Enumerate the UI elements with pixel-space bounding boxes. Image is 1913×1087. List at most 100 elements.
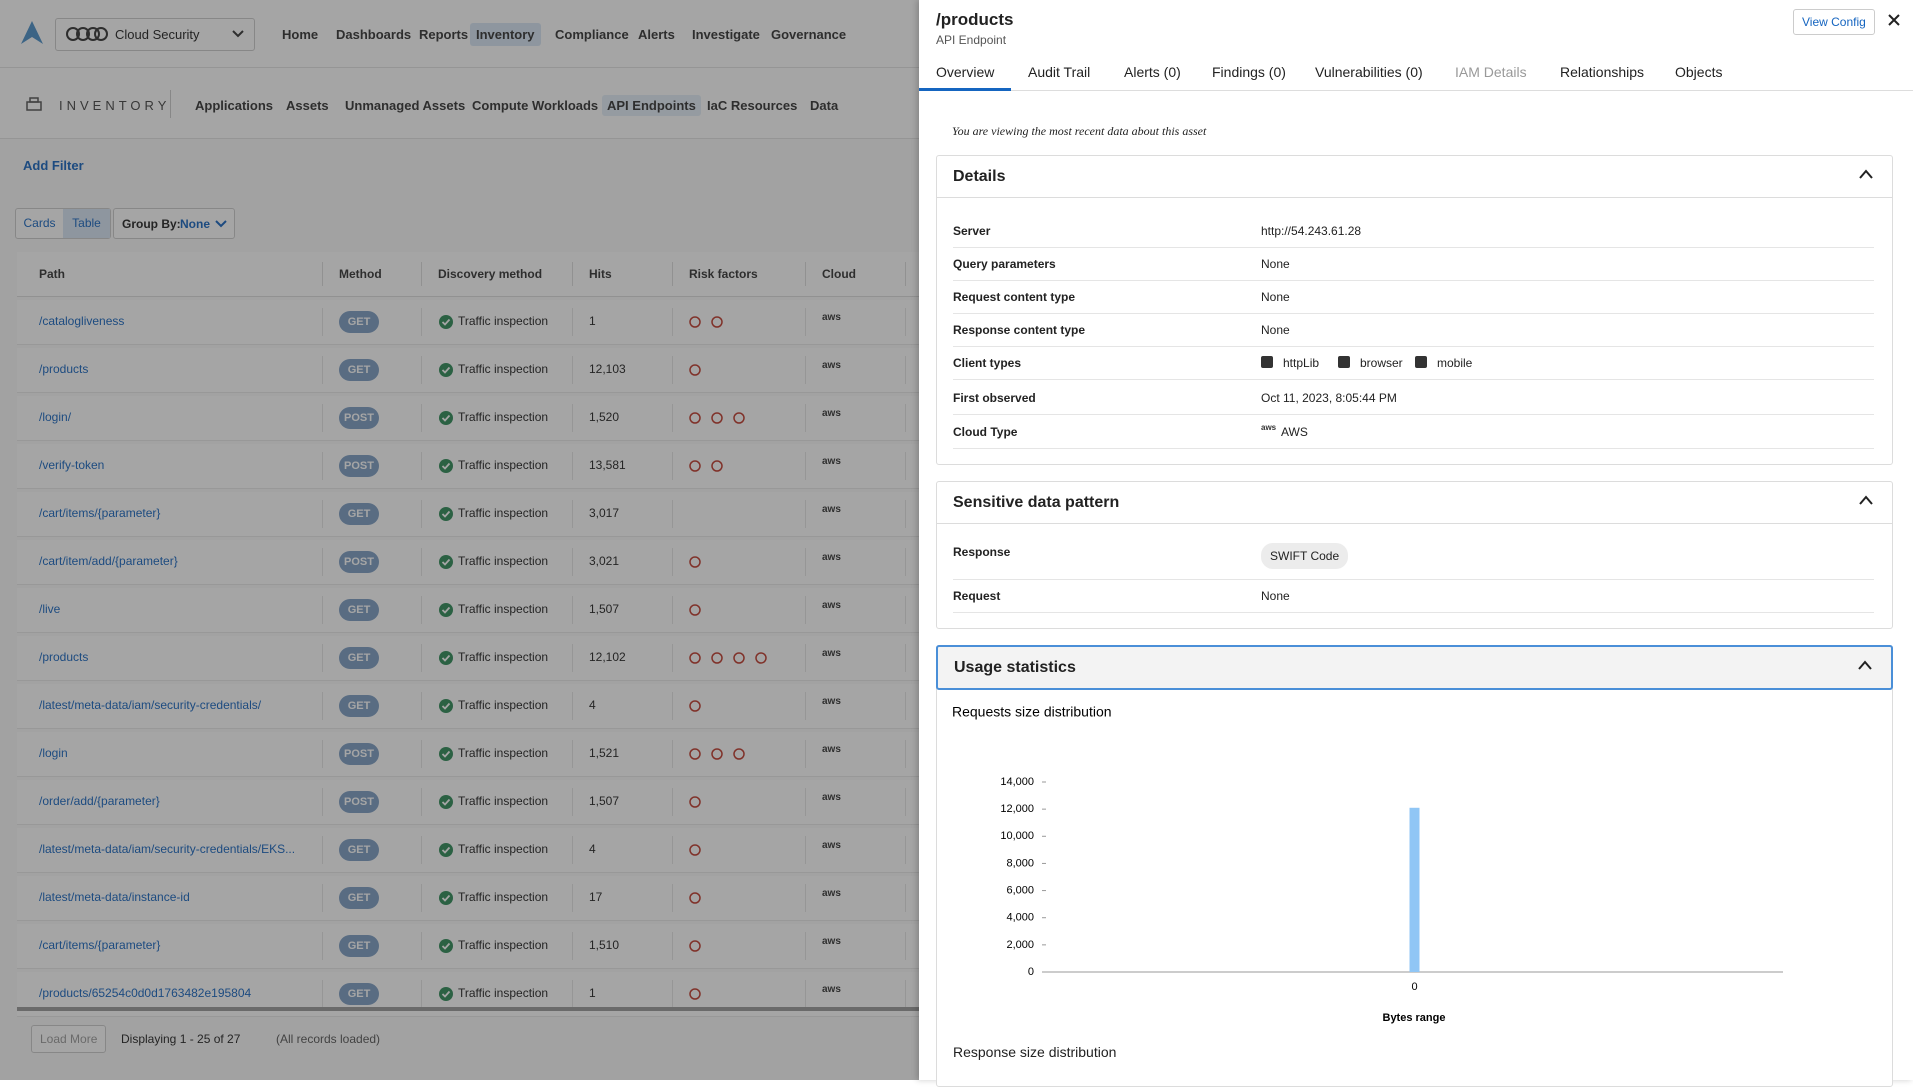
path-link[interactable]: /products/65254c0d0d1763482e195804 xyxy=(39,986,252,1000)
panel-tab[interactable]: Objects xyxy=(1675,64,1723,80)
method-pill: GET xyxy=(339,311,379,333)
path-link[interactable]: /cart/items/{parameter} xyxy=(39,506,161,520)
path-link[interactable]: /cart/items/{parameter} xyxy=(39,938,161,952)
cell-separator xyxy=(572,644,573,672)
table-row[interactable]: /catalogliveness GET Traffic inspection 1 aw… xyxy=(17,300,919,345)
column-header[interactable]: Hits xyxy=(589,267,612,281)
check-mark xyxy=(441,366,451,374)
table-row[interactable]: /latest/meta-data/instance-id GET Traffic … xyxy=(17,876,919,921)
cloud: aws xyxy=(822,696,841,707)
risk-shape xyxy=(755,652,767,664)
nav-item[interactable]: Reports xyxy=(419,27,469,42)
table-row[interactable]: /latest/meta-data/iam/security-credentia… xyxy=(17,828,919,873)
column-header[interactable]: Discovery method xyxy=(438,267,543,281)
nav-item[interactable]: Home xyxy=(282,27,319,42)
tenant-select[interactable]: Cloud Security xyxy=(55,18,255,51)
column-header[interactable]: Method xyxy=(339,267,382,281)
cell-separator xyxy=(421,740,422,768)
sub-tab[interactable]: Unmanaged Assets xyxy=(345,98,466,113)
path-link[interactable]: /login/ xyxy=(39,410,72,424)
sub-tab[interactable]: Compute Workloads xyxy=(472,98,599,113)
table-row[interactable]: /login/POST Traffic inspection 1,520 aws xyxy=(17,396,919,441)
risk-icon xyxy=(689,316,701,328)
table-row[interactable]: /products GET Traffic inspection 12,102 aws xyxy=(17,636,919,681)
client-icon xyxy=(1415,356,1427,368)
section-header[interactable]: Details xyxy=(937,156,1892,198)
nav-item[interactable]: Dashboards xyxy=(336,27,412,42)
cell-separator xyxy=(805,308,806,336)
section-header[interactable]: Usage statistics xyxy=(936,645,1893,690)
panel-tab[interactable]: Audit Trail xyxy=(1028,64,1091,80)
sub-tab[interactable]: IaC Resources xyxy=(707,98,798,113)
table-row[interactable]: /cart/items/{parameter} GET Traffic inspec… xyxy=(17,492,919,537)
cell-separator xyxy=(905,308,906,336)
nav-item[interactable]: Governance xyxy=(771,27,847,42)
chevron xyxy=(232,30,244,38)
panel-tab[interactable]: Alerts (0) xyxy=(1124,64,1181,80)
column-header[interactable]: Path xyxy=(39,267,66,281)
panel-tab[interactable]: Relationships xyxy=(1560,64,1645,80)
path-link[interactable]: /latest/meta-data/iam/security-credentia… xyxy=(39,842,296,856)
table-row[interactable]: /live GET Traffic inspection 1,507 aws xyxy=(17,588,919,633)
add-filter[interactable]: Add Filter xyxy=(23,158,84,173)
cell-separator xyxy=(672,596,673,624)
sub-tab[interactable]: Data xyxy=(810,98,839,113)
table-row[interactable]: /products GET Traffic inspection 12,103 aws xyxy=(17,348,919,393)
path-link[interactable]: /latest/meta-data/instance-id xyxy=(39,890,190,904)
chart-title: Requests size distribution xyxy=(952,704,1112,720)
cell-separator xyxy=(421,692,422,720)
section-header[interactable]: Sensitive data pattern xyxy=(937,482,1892,524)
path-link[interactable]: /catalogliveness xyxy=(39,314,125,328)
nav-item[interactable]: Compliance xyxy=(555,27,629,42)
check-icon xyxy=(439,555,453,569)
table-row[interactable]: /cart/items/{parameter} GET Traffic inspec… xyxy=(17,924,919,969)
nav-item[interactable]: Inventory xyxy=(470,23,541,46)
column-header[interactable]: Risk factors xyxy=(689,267,758,281)
section-title: Sensitive data pattern xyxy=(953,494,1120,511)
path-link[interactable]: /order/add/{parameter} xyxy=(39,794,160,808)
cloud: aws xyxy=(822,504,841,515)
view-config[interactable]: View Config xyxy=(1793,9,1875,35)
view-option[interactable]: Cards xyxy=(23,216,56,230)
y-tick-label: 4,000 xyxy=(1006,912,1034,924)
check-bg xyxy=(439,651,453,665)
path-link[interactable]: /products xyxy=(39,362,89,376)
view-option[interactable]: Table xyxy=(63,209,110,238)
group-by[interactable]: Group By: None xyxy=(113,208,235,239)
method-pill: GET xyxy=(339,359,379,381)
table-row[interactable]: /order/add/{parameter} POST Traffic inspec… xyxy=(17,780,919,825)
check-icon xyxy=(439,411,453,425)
table-header xyxy=(17,252,919,297)
path-link[interactable]: /products xyxy=(39,650,89,664)
close-button[interactable] xyxy=(1887,13,1901,27)
sub-tab[interactable]: Assets xyxy=(286,98,329,113)
sub-tab[interactable]: API Endpoints xyxy=(602,95,701,116)
panel-tab[interactable]: Overview xyxy=(936,64,995,80)
nav-item[interactable]: Alerts xyxy=(638,27,675,42)
risk-icon xyxy=(689,748,701,760)
path-link[interactable]: /latest/meta-data/iam/security-credentia… xyxy=(39,698,262,712)
path-link[interactable]: /verify-token xyxy=(39,458,105,472)
path-link[interactable]: /login xyxy=(39,746,68,760)
detail-row: Request content type None xyxy=(953,280,1874,314)
panel-tab[interactable]: Vulnerabilities (0) xyxy=(1315,64,1423,80)
path-link[interactable]: /cart/item/add/{parameter} xyxy=(39,554,178,568)
load-more[interactable]: Load More xyxy=(31,1025,107,1053)
cell-separator xyxy=(672,932,673,960)
table-row[interactable]: /verify-token POST Traffic inspection 13,58… xyxy=(17,444,919,489)
panel-tab[interactable]: Findings (0) xyxy=(1212,64,1286,80)
check-bg xyxy=(439,795,453,809)
risk-icon xyxy=(689,412,701,424)
check-icon xyxy=(439,603,453,617)
nav-item[interactable]: Investigate xyxy=(692,27,760,42)
sub-tab[interactable]: Applications xyxy=(195,98,274,113)
cell-separator xyxy=(672,644,673,672)
table-row[interactable]: /latest/meta-data/iam/security-credentia… xyxy=(17,684,919,729)
check-mark xyxy=(441,510,451,518)
check-icon xyxy=(439,459,453,473)
table-row[interactable]: /cart/item/add/{parameter} POST Traffic in… xyxy=(17,540,919,585)
modal-overlay[interactable] xyxy=(0,0,919,1080)
column-header[interactable]: Cloud xyxy=(822,267,856,281)
table-row[interactable]: /login POST Traffic inspection 1,521 aws xyxy=(17,732,919,777)
path-link[interactable]: /live xyxy=(39,602,61,616)
